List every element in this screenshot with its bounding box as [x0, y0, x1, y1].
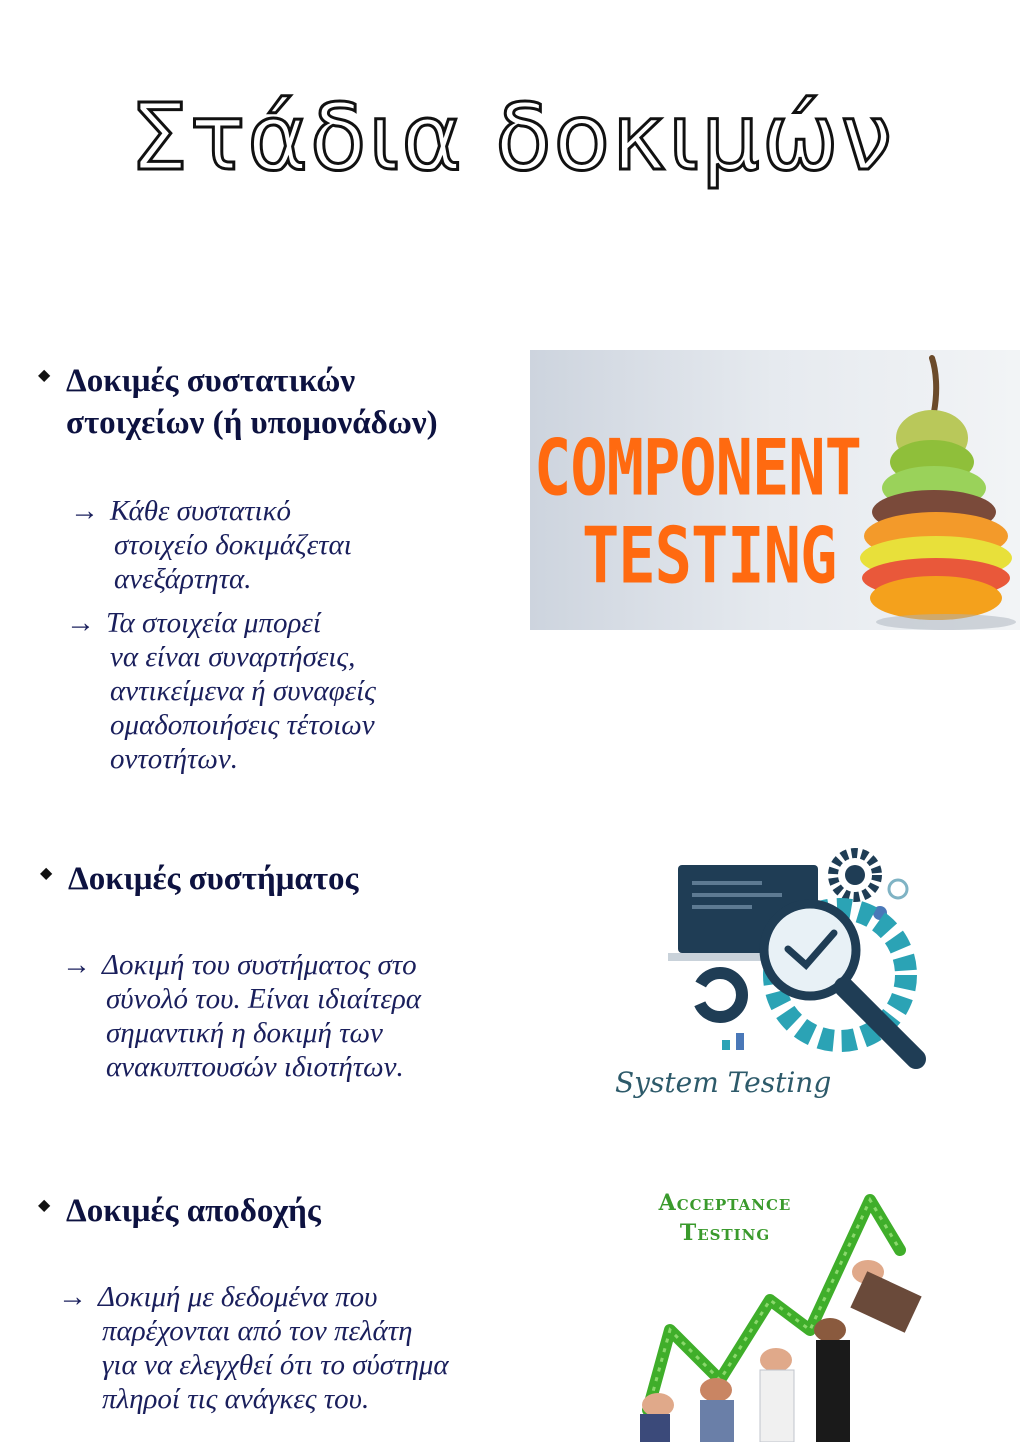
description-line: ανακυπτουσών ιδιοτήτων. — [106, 1051, 404, 1083]
arrow-right-icon: → — [58, 1281, 87, 1313]
description-line: παρέχονται από τον πελάτη — [102, 1315, 413, 1347]
component-testing-image: COMPONENT TESTING — [530, 350, 1020, 630]
description-line: οντοτήτων. — [110, 743, 238, 775]
heading-line: Δοκιμές συστατικών — [66, 363, 356, 399]
section-heading: ◆ Δοκιμές αποδοχής — [38, 1190, 538, 1232]
description-item: → Τα στοιχεία μπορεί να είναι συναρτήσει… — [66, 606, 518, 776]
section-heading: ◆ Δοκιμές συστατικών στοιχείων (ή υπομον… — [38, 360, 518, 444]
bullet-icon: ◆ — [38, 1195, 51, 1214]
description-line: πληροί τις ανάγκες του. — [102, 1383, 370, 1415]
description-line: σύνολό του. Είναι ιδιαίτερα — [106, 983, 421, 1015]
acceptance-image-title: Acceptance Testing — [625, 1188, 825, 1248]
heading-line: στοιχείων (ή υπομονάδων) — [66, 405, 438, 441]
description-line: ομαδοποιήσεις τέτοιων — [110, 709, 375, 741]
description-line: να είναι συναρτήσεις, — [110, 641, 356, 673]
arrow-right-icon: → — [66, 607, 95, 639]
description-line: σημαντική η δοκιμή των — [106, 1017, 383, 1049]
description-line: Δοκιμή με δεδομένα που — [98, 1281, 378, 1313]
section-acceptance-testing: ◆ Δοκιμές αποδοχής → Δοκιμή με δεδομένα … — [38, 1190, 538, 1416]
arrow-right-icon: → — [62, 949, 91, 981]
image-caption: System Testing — [615, 1066, 832, 1099]
image-text: TESTING — [582, 510, 837, 602]
image-text: COMPONENT — [534, 422, 862, 514]
pear-illustration — [860, 355, 1016, 630]
description-line: Δοκιμή του συστήματος στο — [102, 949, 417, 981]
heading-line: Δοκιμές συστήματος — [68, 861, 359, 897]
page-title: Στάδια δοκιμών — [128, 83, 895, 193]
description-item: → Δοκιμή του συστήματος στο σύνολό του. … — [62, 948, 520, 1084]
image-text: Acceptance — [658, 1190, 792, 1216]
bullet-icon: ◆ — [38, 365, 51, 384]
section-system-testing: ◆ Δοκιμές συστήματος → Δοκιμή του συστήμ… — [40, 858, 520, 1084]
description-line: για να ελεγχθεί ότι το σύστημα — [102, 1349, 449, 1381]
description-line: Τα στοιχεία μπορεί — [106, 607, 321, 639]
description-item: → Κάθε συστατικό στοιχείο δοκιμάζεται αν… — [70, 494, 518, 596]
acceptance-testing-illustration — [640, 1194, 922, 1442]
description-item: → Δοκιμή με δεδομένα που παρέχονται από … — [58, 1280, 538, 1416]
system-testing-illustration — [668, 848, 926, 1069]
description-line: αντικείμενα ή συναφείς — [110, 675, 376, 707]
image-text: Testing — [679, 1220, 771, 1246]
description-line: Κάθε συστατικό — [110, 495, 292, 527]
heading-line: Δοκιμές αποδοχής — [66, 1193, 321, 1229]
section-component-testing: ◆ Δοκιμές συστατικών στοιχείων (ή υπομον… — [38, 360, 518, 776]
bullet-icon: ◆ — [40, 863, 53, 882]
section-heading: ◆ Δοκιμές συστήματος — [40, 858, 520, 900]
description-line: ανεξάρτητα. — [114, 563, 252, 595]
arrow-right-icon: → — [70, 495, 99, 527]
description-line: στοιχείο δοκιμάζεται — [114, 529, 352, 561]
